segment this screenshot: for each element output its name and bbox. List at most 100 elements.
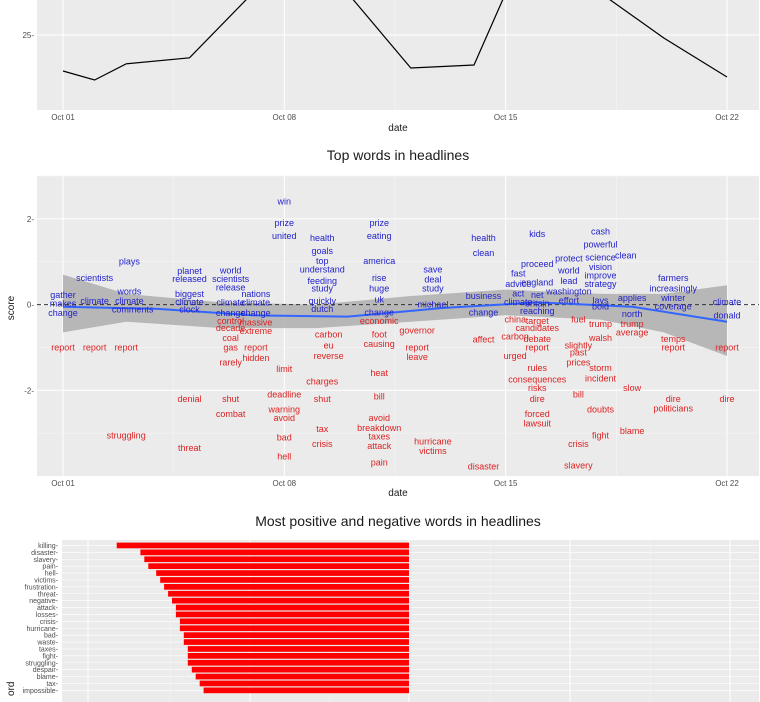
word-label: decade <box>216 323 246 333</box>
smooth-trend-line <box>62 301 728 323</box>
category-label: hell- <box>45 571 59 578</box>
bar <box>187 646 409 652</box>
word-label: save <box>423 264 442 274</box>
word-label: eating <box>367 231 392 241</box>
word-label: climate <box>713 297 742 307</box>
bar <box>187 659 409 666</box>
word-label: act <box>512 288 525 298</box>
y-tick-label: 2- <box>27 215 34 224</box>
word-label: hurricane <box>414 437 452 447</box>
word-label: protect <box>555 253 583 263</box>
word-label: north <box>622 309 643 319</box>
word-label: slavery <box>564 460 593 470</box>
word-label: target <box>526 316 550 326</box>
word-label: massive <box>239 318 272 328</box>
word-label: risks <box>528 383 547 393</box>
word-label: clean <box>615 250 637 260</box>
bar <box>203 687 409 694</box>
category-label: negative- <box>29 598 58 605</box>
bar <box>179 625 409 632</box>
word-label: planet <box>177 266 202 276</box>
word-label: crisis <box>312 439 333 449</box>
word-label: britain <box>525 299 550 309</box>
gridlines <box>37 0 759 110</box>
word-label: past <box>570 348 588 358</box>
word-label: dire <box>530 394 545 404</box>
word-label: report <box>405 342 429 352</box>
word-label: dire <box>719 394 734 404</box>
word-label: climate <box>80 296 109 306</box>
word-label: fight <box>592 430 610 440</box>
word-label: disaster <box>468 462 500 472</box>
word-label: affect <box>473 335 495 345</box>
category-label: fight- <box>42 653 58 660</box>
word-label: change <box>48 308 78 318</box>
word-label: eu <box>324 340 334 350</box>
bar <box>156 570 409 576</box>
word-label: politicians <box>653 403 693 413</box>
bar <box>199 680 409 687</box>
word-label: top <box>316 256 329 266</box>
word-label: taxes <box>368 432 390 442</box>
category-label: struggling- <box>25 660 58 667</box>
word-label: dutch <box>311 304 333 314</box>
word-label: carbon <box>501 332 529 342</box>
word-label: america <box>363 256 395 266</box>
category-label: threat- <box>38 591 59 598</box>
word-label: study <box>312 283 334 293</box>
word-label: prize <box>275 218 295 228</box>
word-label: temps <box>661 334 686 344</box>
confidence-band <box>63 274 727 356</box>
word-label: limit <box>276 364 292 374</box>
word-label: prices <box>566 357 591 367</box>
bar <box>116 542 409 549</box>
category-label: crisis- <box>40 619 59 626</box>
word-label: michael <box>417 300 448 310</box>
word-label: applies <box>618 293 647 303</box>
word-label: climate <box>504 297 533 307</box>
word-label: study <box>422 283 444 293</box>
word-label: bill <box>374 392 385 402</box>
word-label: report <box>244 342 268 352</box>
category-label: losses- <box>36 612 59 619</box>
category-label: despair- <box>33 667 59 674</box>
word-label: farmers <box>658 273 689 283</box>
word-label: coal <box>222 333 239 343</box>
word-label: urged <box>504 351 527 361</box>
bar <box>175 611 409 618</box>
word-label: climate <box>175 297 204 307</box>
x-tick-label: Oct 22 <box>715 113 739 122</box>
word-label: powerful <box>583 240 617 250</box>
word-label: clean <box>473 248 495 258</box>
x-axis-title: date <box>388 123 408 134</box>
word-label: economic <box>360 316 399 326</box>
word-label: climate <box>216 297 245 307</box>
word-label: combat <box>216 409 246 419</box>
word-label: charges <box>306 377 339 387</box>
word-label: trump <box>621 319 644 329</box>
word-label: release <box>216 282 246 292</box>
word-label: biggest <box>175 289 205 299</box>
word-label: rarely <box>219 357 242 367</box>
word-label: shut <box>314 394 332 404</box>
word-label: change <box>469 307 499 317</box>
x-tick-label: Oct 01 <box>51 113 75 122</box>
word-label: incident <box>585 373 617 383</box>
word-label: forced <box>525 409 550 419</box>
category-label: taxes- <box>39 646 59 653</box>
category-label: tax- <box>46 681 58 688</box>
word-label: hidden <box>242 353 269 363</box>
bar <box>183 639 409 645</box>
word-label: advice <box>505 279 531 289</box>
word-label: goals <box>312 246 334 256</box>
word-label: health <box>310 233 335 243</box>
word-label: washington <box>545 287 592 297</box>
word-label: words <box>116 287 142 297</box>
word-label: walsh <box>588 333 612 343</box>
x-tick-label: Oct 15 <box>494 479 518 488</box>
category-label: killing- <box>38 543 59 550</box>
bar <box>144 556 410 563</box>
word-label: comments <box>112 305 154 315</box>
word-label: cash <box>591 227 610 237</box>
word-label: foot <box>372 330 388 340</box>
